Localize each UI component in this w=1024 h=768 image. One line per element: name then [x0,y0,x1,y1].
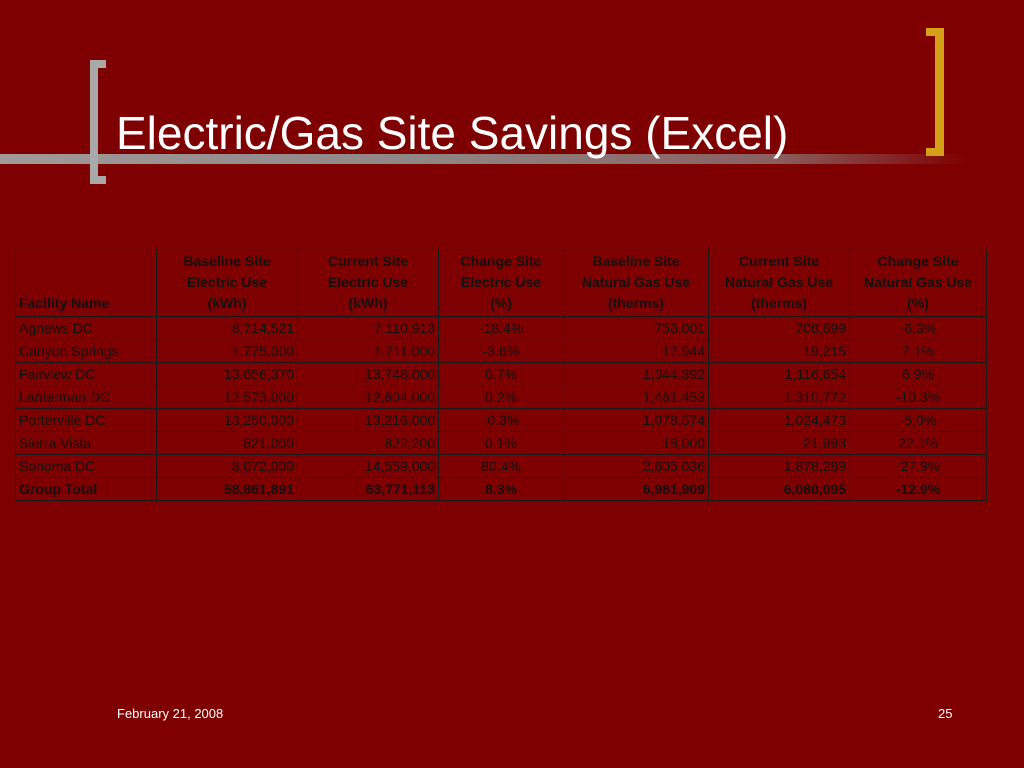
header-facility-name: Facility Name [15,249,157,317]
header-change-electric: Change Site Electric Use (%) [438,249,564,317]
current-electric-cell: 13,216,000 [297,408,439,432]
facility-name-cell: Fairview DC [15,362,157,386]
header-change-gas: Change Site Natural Gas Use (%) [849,249,987,317]
change-electric-cell: 80.4% [438,454,564,478]
change-gas-cell: 6.9% [849,362,987,386]
baseline-gas-cell: 1,078,574 [563,408,709,432]
table-row: Lanterman DC 12,573,000 12,604,000 0.2% … [15,385,987,409]
current-gas-cell: 6,080,095 [708,477,850,501]
left-bracket-decoration [90,60,106,184]
current-electric-cell: 63,771,113 [297,477,439,501]
table-row: Porterville DC 13,250,000 13,216,000 -0.… [15,408,987,432]
facility-name-cell: Group Total [15,477,157,501]
current-electric-cell: 7,110,913 [297,316,439,340]
current-gas-cell: 1,116,654 [708,362,850,386]
baseline-electric-cell: 1,775,000 [156,339,298,363]
table-row: Canyon Springs 1,775,000 1,711,000 -3.6%… [15,339,987,363]
table-row: Fairview DC 13,656,370 13,748,000 0.7% 1… [15,362,987,386]
current-electric-cell: 13,748,000 [297,362,439,386]
current-gas-cell: 1,878,289 [708,454,850,478]
header-baseline-electric: Baseline Site Electric Use (kWh) [156,249,298,317]
facility-name-cell: Sonoma DC [15,454,157,478]
change-gas-cell: -5.0% [849,408,987,432]
change-gas-cell: -27.9% [849,454,987,478]
facility-name-cell: Lanterman DC [15,385,157,409]
baseline-electric-cell: 13,250,000 [156,408,298,432]
current-gas-cell: 1,024,473 [708,408,850,432]
change-electric-cell: -18.4% [438,316,564,340]
baseline-electric-cell: 58,861,891 [156,477,298,501]
header-baseline-gas: Baseline Site Natural Gas Use (therms) [563,249,709,317]
baseline-gas-cell: 18,009 [563,431,709,455]
change-gas-cell: 22.1% [849,431,987,455]
current-electric-cell: 12,604,000 [297,385,439,409]
baseline-electric-cell: 821,000 [156,431,298,455]
current-gas-cell: 708,699 [708,316,850,340]
group-total-row: Group Total 58,861,891 63,771,113 8.3% 6… [15,477,987,501]
change-gas-cell: -10.3% [849,385,987,409]
change-gas-cell: -12.9% [849,477,987,501]
change-electric-cell: 0.1% [438,431,564,455]
table-row: Sonoma DC 8,072,000 14,559,000 80.4% 2,6… [15,454,987,478]
current-gas-cell: 19,215 [708,339,850,363]
facility-name-cell: Porterville DC [15,408,157,432]
right-bracket-decoration [926,28,944,156]
change-electric-cell: 0.7% [438,362,564,386]
baseline-electric-cell: 13,656,370 [156,362,298,386]
change-electric-cell: 0.2% [438,385,564,409]
change-gas-cell: -6.3% [849,316,987,340]
facility-name-cell: Sierra Vista [15,431,157,455]
slide-number: 25 [938,706,953,721]
facility-name-cell: Canyon Springs [15,339,157,363]
baseline-gas-cell: 1,461,453 [563,385,709,409]
title-underline-bar [0,154,968,164]
change-electric-cell: 8.3% [438,477,564,501]
current-gas-cell: 1,310,772 [708,385,850,409]
table-header-row: Facility Name Baseline Site Electric Use(… [15,249,987,317]
current-electric-cell: 1,711,000 [297,339,439,363]
change-electric-cell: -0.3% [438,408,564,432]
baseline-electric-cell: 8,714,521 [156,316,298,340]
baseline-gas-cell: 6,981,909 [563,477,709,501]
baseline-electric-cell: 12,573,000 [156,385,298,409]
header-current-electric: Current Site Electric Use (kWh) [297,249,439,317]
current-gas-cell: 21,993 [708,431,850,455]
header-current-gas: Current Site Natural Gas Use (therms) [708,249,850,317]
baseline-gas-cell: 17,944 [563,339,709,363]
baseline-gas-cell: 1,044,892 [563,362,709,386]
table-row: Sierra Vista 821,000 822,200 0.1% 18,009… [15,431,987,455]
facility-name-cell: Agnews DC [15,316,157,340]
change-electric-cell: -3.6% [438,339,564,363]
change-gas-cell: 7.1% [849,339,987,363]
current-electric-cell: 822,200 [297,431,439,455]
footer-date: February 21, 2008 [117,706,224,721]
baseline-electric-cell: 8,072,000 [156,454,298,478]
current-electric-cell: 14,559,000 [297,454,439,478]
baseline-gas-cell: 756,001 [563,316,709,340]
site-savings-table: Facility Name Baseline Site Electric Use(… [15,249,987,501]
table-row: Agnews DC 8,714,521 7,110,913 -18.4% 756… [15,316,987,340]
baseline-gas-cell: 2,605,036 [563,454,709,478]
slide-title: Electric/Gas Site Savings (Excel) [116,107,789,159]
